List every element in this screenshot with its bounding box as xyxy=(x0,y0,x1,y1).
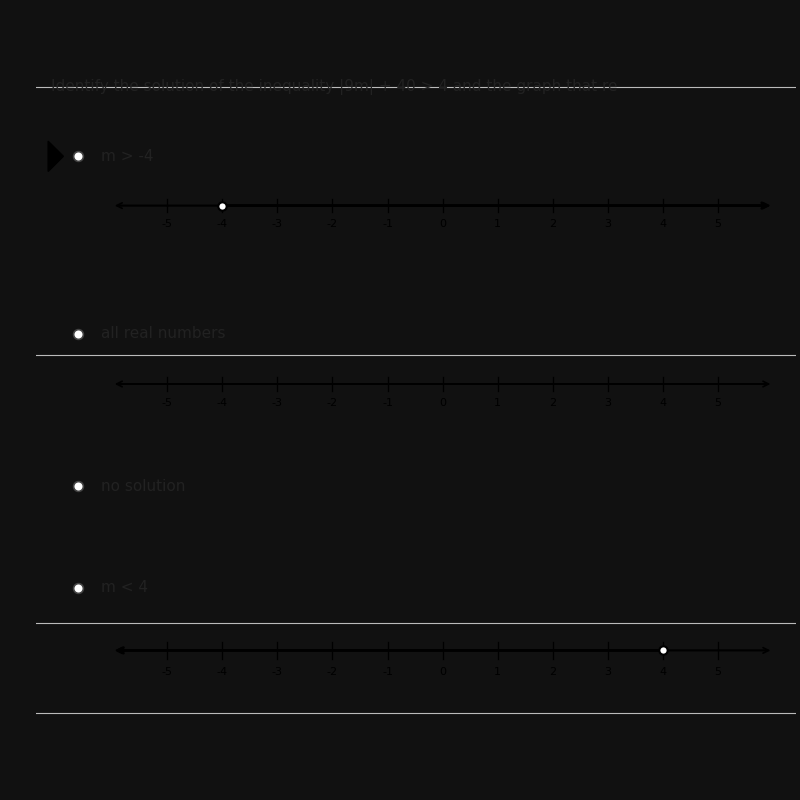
Text: -1: -1 xyxy=(382,398,393,407)
Text: 1: 1 xyxy=(494,667,501,677)
Text: 4: 4 xyxy=(659,218,666,229)
Text: all real numbers: all real numbers xyxy=(101,326,225,341)
Text: 2: 2 xyxy=(550,218,556,229)
Text: -5: -5 xyxy=(162,398,173,407)
Text: 5: 5 xyxy=(714,398,722,407)
Text: 3: 3 xyxy=(605,398,611,407)
Text: -3: -3 xyxy=(272,218,283,229)
Text: m > -4: m > -4 xyxy=(101,149,153,164)
Text: 1: 1 xyxy=(494,218,501,229)
Text: -3: -3 xyxy=(272,667,283,677)
Text: 1: 1 xyxy=(494,398,501,407)
Text: 2: 2 xyxy=(550,398,556,407)
Text: -4: -4 xyxy=(217,398,228,407)
Text: 3: 3 xyxy=(605,667,611,677)
Text: -1: -1 xyxy=(382,218,393,229)
Text: 4: 4 xyxy=(659,398,666,407)
Text: -5: -5 xyxy=(162,667,173,677)
Text: 5: 5 xyxy=(714,218,722,229)
Text: -3: -3 xyxy=(272,398,283,407)
Text: -4: -4 xyxy=(217,667,228,677)
Text: 0: 0 xyxy=(439,398,446,407)
Text: -4: -4 xyxy=(217,218,228,229)
Text: 0: 0 xyxy=(439,218,446,229)
Text: 4: 4 xyxy=(659,667,666,677)
Text: -1: -1 xyxy=(382,667,393,677)
Text: 0: 0 xyxy=(439,667,446,677)
Text: -2: -2 xyxy=(327,667,338,677)
Text: -2: -2 xyxy=(327,218,338,229)
Text: m < 4: m < 4 xyxy=(101,580,148,595)
Text: -5: -5 xyxy=(162,218,173,229)
Text: 5: 5 xyxy=(714,667,722,677)
Text: Identify the solution of the inequality |9m| + 40 > 4 and the graph that re: Identify the solution of the inequality … xyxy=(51,78,618,94)
Text: 2: 2 xyxy=(550,667,556,677)
Text: -2: -2 xyxy=(327,398,338,407)
Text: 3: 3 xyxy=(605,218,611,229)
Polygon shape xyxy=(48,141,63,171)
Text: no solution: no solution xyxy=(101,478,185,494)
